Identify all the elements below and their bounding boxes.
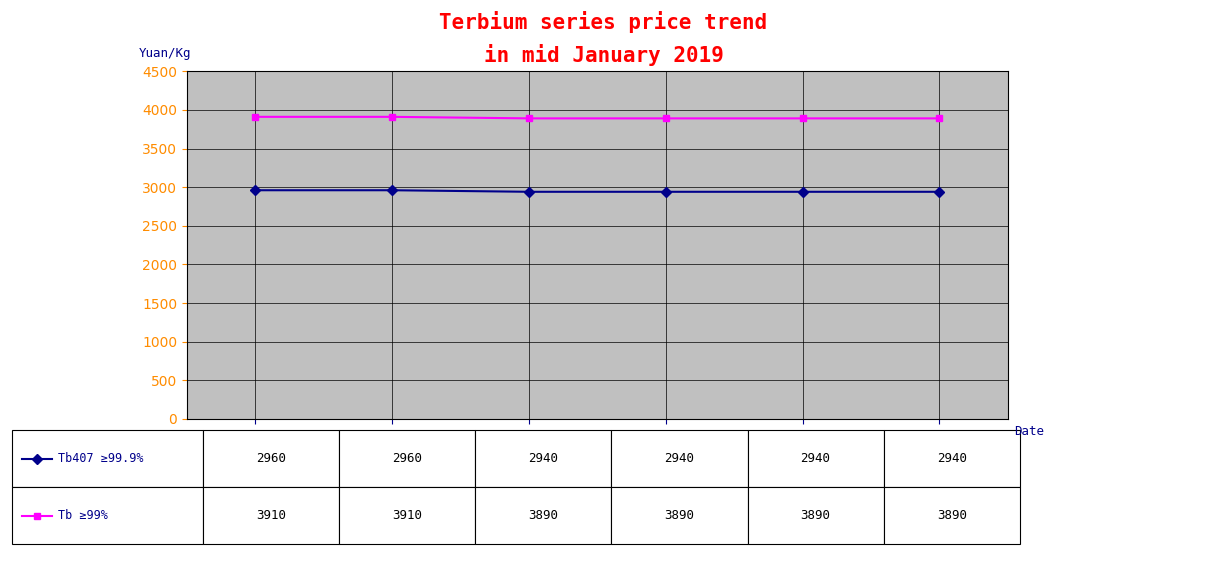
Text: Date: Date	[1014, 425, 1044, 438]
Text: Tb ≥99%: Tb ≥99%	[58, 510, 107, 522]
Text: 2940: 2940	[937, 453, 967, 465]
Text: 2940: 2940	[800, 453, 830, 465]
Text: Yuan/Kg: Yuan/Kg	[139, 47, 191, 60]
Text: 2960: 2960	[256, 453, 286, 465]
Text: 2940: 2940	[529, 453, 558, 465]
Text: 2960: 2960	[392, 453, 422, 465]
Text: 3890: 3890	[937, 510, 967, 522]
Text: 3890: 3890	[664, 510, 694, 522]
Text: 3890: 3890	[529, 510, 558, 522]
Text: Terbium series price trend
in mid January 2019: Terbium series price trend in mid Januar…	[439, 11, 768, 66]
Text: Tb407 ≥99.9%: Tb407 ≥99.9%	[58, 453, 144, 465]
Text: 2940: 2940	[664, 453, 694, 465]
Text: 3910: 3910	[392, 510, 422, 522]
Text: 3890: 3890	[800, 510, 830, 522]
Text: 3910: 3910	[256, 510, 286, 522]
